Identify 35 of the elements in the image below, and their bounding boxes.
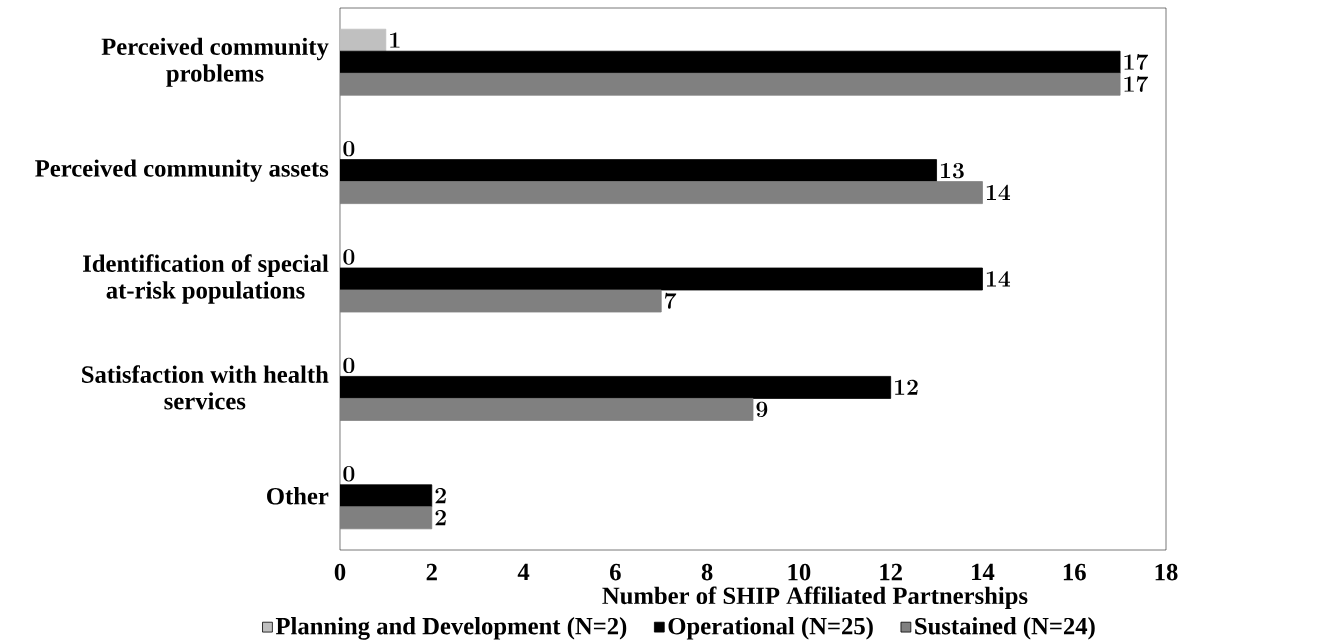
data-label: 2 bbox=[435, 510, 446, 526]
legend-label: Planning and Development (N=2) bbox=[275, 617, 627, 640]
data-label: 2 bbox=[435, 488, 446, 504]
data-label: 14 bbox=[986, 184, 1011, 201]
y-tick-label: Perceived community problems bbox=[101, 37, 329, 87]
x-tick-label: 14 bbox=[972, 563, 995, 581]
x-tick-label: 10 bbox=[788, 563, 811, 581]
data-label: 17 bbox=[1124, 76, 1149, 92]
data-label: 0 bbox=[343, 249, 355, 265]
data-label: 0 bbox=[343, 466, 355, 482]
x-tick-label: 16 bbox=[1063, 563, 1086, 581]
x-tick-label: 6 bbox=[610, 563, 621, 581]
x-tick-label: 2 bbox=[426, 563, 437, 581]
data-label: 1 bbox=[390, 32, 400, 48]
x-tick-label: 4 bbox=[517, 563, 530, 581]
data-label: 0 bbox=[343, 357, 355, 374]
y-tick-label: Satisfaction with health services bbox=[82, 365, 329, 410]
x-tick-label: 12 bbox=[880, 563, 902, 581]
data-label: 0 bbox=[343, 140, 355, 157]
y-tick-label: Other bbox=[267, 487, 329, 505]
y-tick-label: Identification of special at-risk populations bbox=[83, 254, 329, 304]
y-tick-label: Perceived community assets bbox=[35, 159, 329, 182]
x-tick-label: 8 bbox=[701, 563, 713, 581]
data-label: 13 bbox=[940, 162, 964, 179]
bar bbox=[340, 28, 387, 52]
data-label: 12 bbox=[895, 379, 918, 395]
data-label: 9 bbox=[756, 401, 768, 418]
legend-label: Operational (N=25) bbox=[668, 617, 873, 640]
legend-label: Sustained (N=24) bbox=[915, 617, 1095, 640]
x-axis-title: Number of SHIP Affiliated Partnerships bbox=[602, 586, 1028, 610]
data-label: 14 bbox=[986, 271, 1011, 287]
x-tick-label: 18 bbox=[1155, 563, 1178, 581]
x-tick-label: 0 bbox=[334, 563, 346, 581]
data-label: 7 bbox=[665, 292, 677, 309]
data-label: 17 bbox=[1124, 54, 1149, 70]
